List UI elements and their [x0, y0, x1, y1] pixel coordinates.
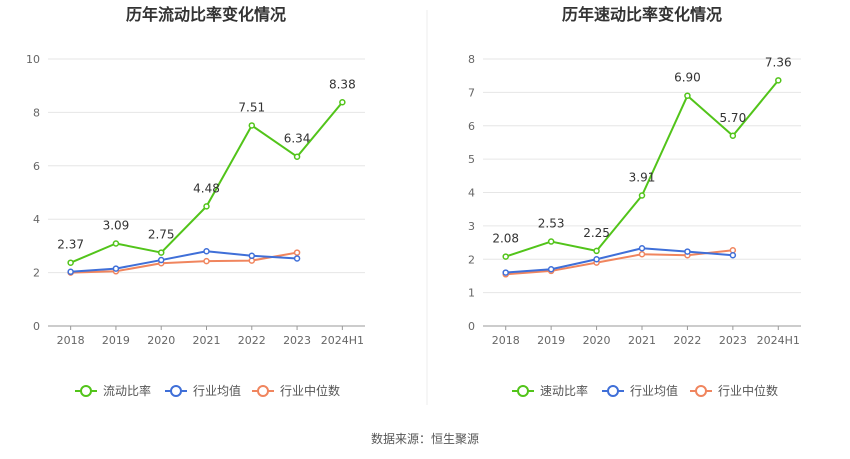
x-tick-label: 2019 — [102, 334, 130, 347]
data-point — [593, 256, 600, 263]
data-label: 2.25 — [583, 226, 610, 240]
y-tick-label: 0 — [468, 320, 475, 333]
data-point — [729, 246, 737, 254]
y-tick-label: 5 — [468, 153, 475, 166]
data-point — [684, 248, 691, 255]
data-point — [293, 153, 301, 160]
legend-swatch-marker — [607, 385, 619, 397]
legend-label: 行业中位数 — [280, 383, 340, 398]
data-label: 2.53 — [538, 217, 565, 231]
x-tick-label: 2018 — [492, 334, 520, 347]
source-note: 数据来源：恒生聚源 — [371, 431, 479, 446]
x-tick-label: 2022 — [673, 334, 701, 347]
data-point — [729, 251, 737, 259]
data-label: 6.90 — [674, 71, 701, 85]
legend-label: 流动比率 — [103, 383, 151, 398]
y-tick-label: 4 — [33, 213, 40, 226]
y-tick-label: 3 — [468, 220, 475, 233]
y-tick-label: 4 — [468, 187, 475, 200]
legend-swatch-marker — [695, 385, 707, 397]
y-tick-label: 0 — [33, 320, 40, 333]
chart-current-ratio: 历年流动比率变化情况 0 2 4 6 8 10 2018 2019 2020 2021 2022 202… — [26, 5, 365, 398]
data-point — [203, 257, 210, 265]
y-tick-label: 8 — [468, 53, 475, 66]
legend-label: 速动比率 — [540, 383, 588, 398]
data-point — [638, 192, 646, 199]
series-line-2 — [505, 249, 733, 276]
y-tick-label: 2 — [468, 253, 475, 266]
data-label: 4.48 — [193, 181, 220, 195]
x-tick-label: 2023 — [283, 334, 311, 347]
data-point — [729, 132, 737, 140]
data-label: 7.51 — [238, 100, 265, 114]
x-tick-label: 2024H1 — [321, 334, 364, 347]
series-line-1 — [505, 247, 733, 274]
x-tick-label: 2024H1 — [757, 334, 800, 347]
x-tick-label: 2020 — [583, 334, 611, 347]
legend-swatch-marker — [80, 385, 92, 397]
y-tick-label: 6 — [33, 160, 40, 173]
data-label: 8.38 — [329, 77, 356, 91]
data-point — [502, 269, 509, 276]
y-tick-label: 1 — [468, 287, 475, 300]
data-label: 2.08 — [492, 232, 519, 246]
data-point — [593, 247, 600, 255]
x-tick-label: 2023 — [719, 334, 747, 347]
legend-swatch-marker — [257, 385, 269, 397]
data-point — [67, 268, 74, 276]
x-tick-label: 2019 — [537, 334, 565, 347]
data-point — [157, 256, 165, 264]
legend-swatch-marker — [517, 385, 529, 397]
legend-label: 行业均值 — [630, 383, 678, 398]
data-point — [203, 203, 210, 210]
data-point — [339, 99, 346, 106]
data-point — [248, 252, 256, 260]
data-point — [502, 253, 509, 260]
data-point — [547, 238, 555, 245]
data-point — [293, 255, 301, 262]
data-point — [775, 77, 782, 84]
y-tick-label: 7 — [468, 86, 475, 99]
data-point — [638, 250, 646, 258]
data-label: 2.37 — [57, 238, 84, 252]
x-tick-label: 2020 — [147, 334, 175, 347]
data-label: 6.34 — [284, 132, 311, 146]
data-point — [203, 247, 210, 255]
chart-title: 历年流动比率变化情况 — [126, 5, 286, 24]
legend-swatch-marker — [170, 385, 182, 397]
data-point — [547, 266, 555, 273]
y-tick-label: 2 — [33, 267, 40, 280]
x-tick-label: 2022 — [238, 334, 266, 347]
data-point — [684, 92, 691, 99]
data-point — [112, 240, 120, 247]
y-tick-label: 10 — [26, 53, 40, 66]
x-tick-label: 2021 — [193, 334, 221, 347]
y-tick-label: 8 — [33, 106, 40, 119]
chart-title: 历年速动比率变化情况 — [562, 5, 722, 24]
data-label: 2.75 — [148, 228, 175, 242]
data-point — [112, 265, 120, 272]
x-tick-label: 2018 — [57, 334, 85, 347]
legend-label: 行业均值 — [193, 383, 241, 398]
data-label: 3.09 — [103, 218, 130, 232]
series-line-1 — [70, 250, 298, 273]
x-tick-label: 2021 — [628, 334, 656, 347]
data-point — [248, 122, 256, 129]
data-point — [293, 249, 301, 256]
y-tick-label: 6 — [468, 120, 475, 133]
data-label: 3.91 — [629, 171, 656, 185]
data-point — [67, 259, 74, 266]
data-point — [157, 249, 165, 256]
data-point — [638, 244, 646, 252]
legend-label: 行业中位数 — [718, 383, 778, 398]
data-label: 5.70 — [719, 111, 746, 125]
series-line-2 — [70, 251, 298, 274]
data-label: 7.36 — [765, 55, 792, 69]
chart-quick-ratio: 历年速动比率变化情况 0 1 2 3 4 5 6 7 8 2018 2019 2020 2021 2022 2… — [468, 5, 801, 398]
